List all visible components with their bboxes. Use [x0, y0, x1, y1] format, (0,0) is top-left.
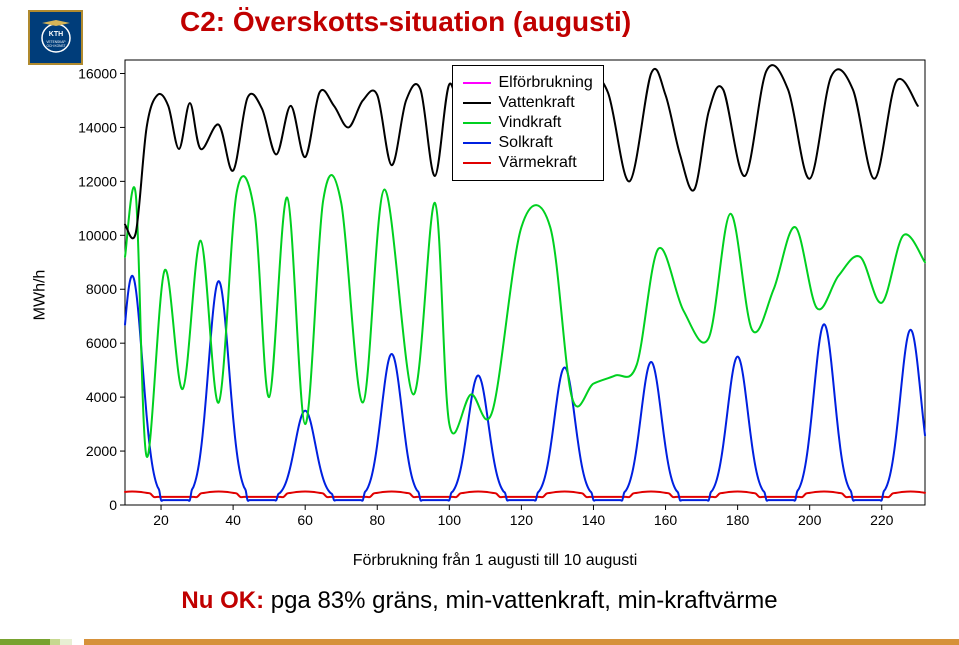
svg-text:6000: 6000: [86, 335, 117, 351]
plot-area: 0 2000 4000 6000 8000 10000 12000 14000 16000 20 4…: [60, 55, 930, 535]
svg-text:20: 20: [153, 512, 169, 528]
svg-text:100: 100: [438, 512, 462, 528]
legend-label: Vattenkraft: [499, 94, 575, 112]
caption-highlight: Nu OK:: [181, 587, 264, 614]
svg-text:KTH: KTH: [48, 31, 62, 38]
legend-label: Värmekraft: [499, 154, 577, 172]
svg-text:160: 160: [654, 512, 678, 528]
legend-label: Elförbrukning: [499, 74, 593, 92]
svg-text:16000: 16000: [78, 65, 117, 81]
legend: Elförbrukning Vattenkraft Vindkraft Solkraf…: [452, 65, 604, 181]
svg-text:120: 120: [510, 512, 534, 528]
svg-text:60: 60: [297, 512, 313, 528]
footer-accent-bar: [0, 639, 959, 645]
svg-text:8000: 8000: [86, 281, 117, 297]
legend-swatch: [463, 122, 491, 124]
svg-text:12000: 12000: [78, 173, 117, 189]
svg-text:10000: 10000: [78, 227, 117, 243]
kth-crest-icon: KTH VETENSKAP OCH KONST: [36, 18, 76, 58]
svg-text:0: 0: [109, 497, 117, 513]
legend-row: Vindkraft: [463, 114, 593, 132]
chart-title: C2: Överskotts-situation (augusti): [180, 6, 909, 38]
svg-text:14000: 14000: [78, 119, 117, 135]
x-axis-label: Förbrukning från 1 augusti till 10 augus…: [60, 552, 930, 570]
y-axis-label: MWh/h: [31, 270, 49, 321]
caption-rest: pga 83% gräns, min-vattenkraft, min-kraf…: [264, 587, 778, 614]
legend-row: Vattenkraft: [463, 94, 593, 112]
svg-text:40: 40: [225, 512, 241, 528]
legend-row: Elförbrukning: [463, 74, 593, 92]
svg-text:2000: 2000: [86, 443, 117, 459]
legend-swatch: [463, 102, 491, 104]
svg-text:200: 200: [798, 512, 822, 528]
svg-text:220: 220: [870, 512, 894, 528]
legend-row: Värmekraft: [463, 154, 593, 172]
svg-text:4000: 4000: [86, 389, 117, 405]
svg-text:180: 180: [726, 512, 750, 528]
legend-swatch: [463, 82, 491, 84]
legend-label: Vindkraft: [499, 114, 562, 132]
svg-text:140: 140: [582, 512, 606, 528]
caption: Nu OK: pga 83% gräns, min-vattenkraft, m…: [0, 587, 959, 615]
legend-swatch: [463, 142, 491, 144]
svg-text:80: 80: [369, 512, 385, 528]
legend-label: Solkraft: [499, 134, 553, 152]
legend-row: Solkraft: [463, 134, 593, 152]
legend-swatch: [463, 162, 491, 164]
svg-text:OCH KONST: OCH KONST: [46, 44, 65, 48]
